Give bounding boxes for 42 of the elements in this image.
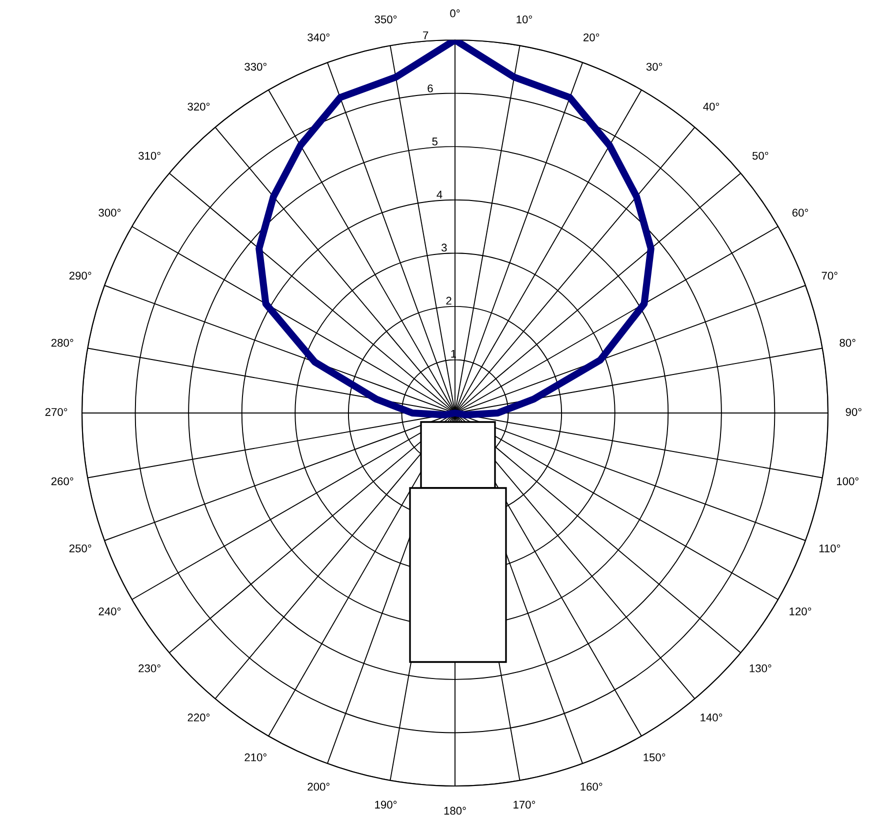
spoke-label: 20° — [584, 33, 600, 42]
spoke-label: 110° — [819, 544, 840, 552]
spoke-label: 150° — [644, 753, 666, 762]
spoke-label: 160° — [580, 782, 602, 791]
spoke-label: 90° — [846, 408, 862, 416]
y-tick-label: 5 — [432, 138, 438, 146]
spoke-label: 270° — [45, 408, 68, 416]
spoke-label: 330° — [244, 62, 266, 71]
spoke-label: 310° — [138, 152, 160, 160]
spoke-label: 250° — [69, 544, 92, 552]
y-tick-label: 3 — [441, 244, 447, 252]
spoke-label: 140° — [700, 714, 722, 722]
spoke-label: 210° — [244, 753, 266, 762]
spoke-label: 60° — [792, 208, 808, 217]
spoke-label: 170° — [514, 800, 536, 809]
spoke-label: 300° — [98, 208, 121, 217]
spoke-label: 350° — [374, 15, 397, 24]
spoke-label: 0° — [450, 9, 460, 18]
spoke-label: 340° — [308, 33, 330, 42]
spoke-label: 120° — [790, 607, 812, 616]
y-tick-label: 6 — [428, 84, 433, 92]
spoke-label: 30° — [646, 62, 662, 71]
spoke-label: 280° — [51, 338, 74, 347]
spoke-label: 260° — [51, 477, 74, 486]
spoke-label: 190° — [375, 800, 397, 809]
spoke-label: 230° — [138, 664, 160, 672]
spoke-label: 130° — [750, 664, 772, 672]
y-tick-label: 2 — [446, 296, 452, 305]
spoke-label: 240° — [98, 607, 121, 616]
spoke-label: 100° — [836, 477, 858, 486]
spoke-label: 80° — [840, 338, 856, 347]
spoke-label: 70° — [822, 272, 838, 280]
spoke-label: 290° — [69, 272, 92, 280]
spoke-label: 180° — [444, 806, 466, 815]
spoke-label: 10° — [516, 15, 532, 24]
y-tick-label: 4 — [436, 190, 442, 198]
spoke-label: 40° — [703, 102, 720, 111]
spoke-label: 50° — [752, 152, 768, 160]
spoke-label: 320° — [188, 102, 210, 111]
y-tick-label: 7 — [423, 31, 428, 40]
spoke-label: 220° — [188, 714, 210, 722]
spoke-label: 200° — [308, 782, 330, 791]
